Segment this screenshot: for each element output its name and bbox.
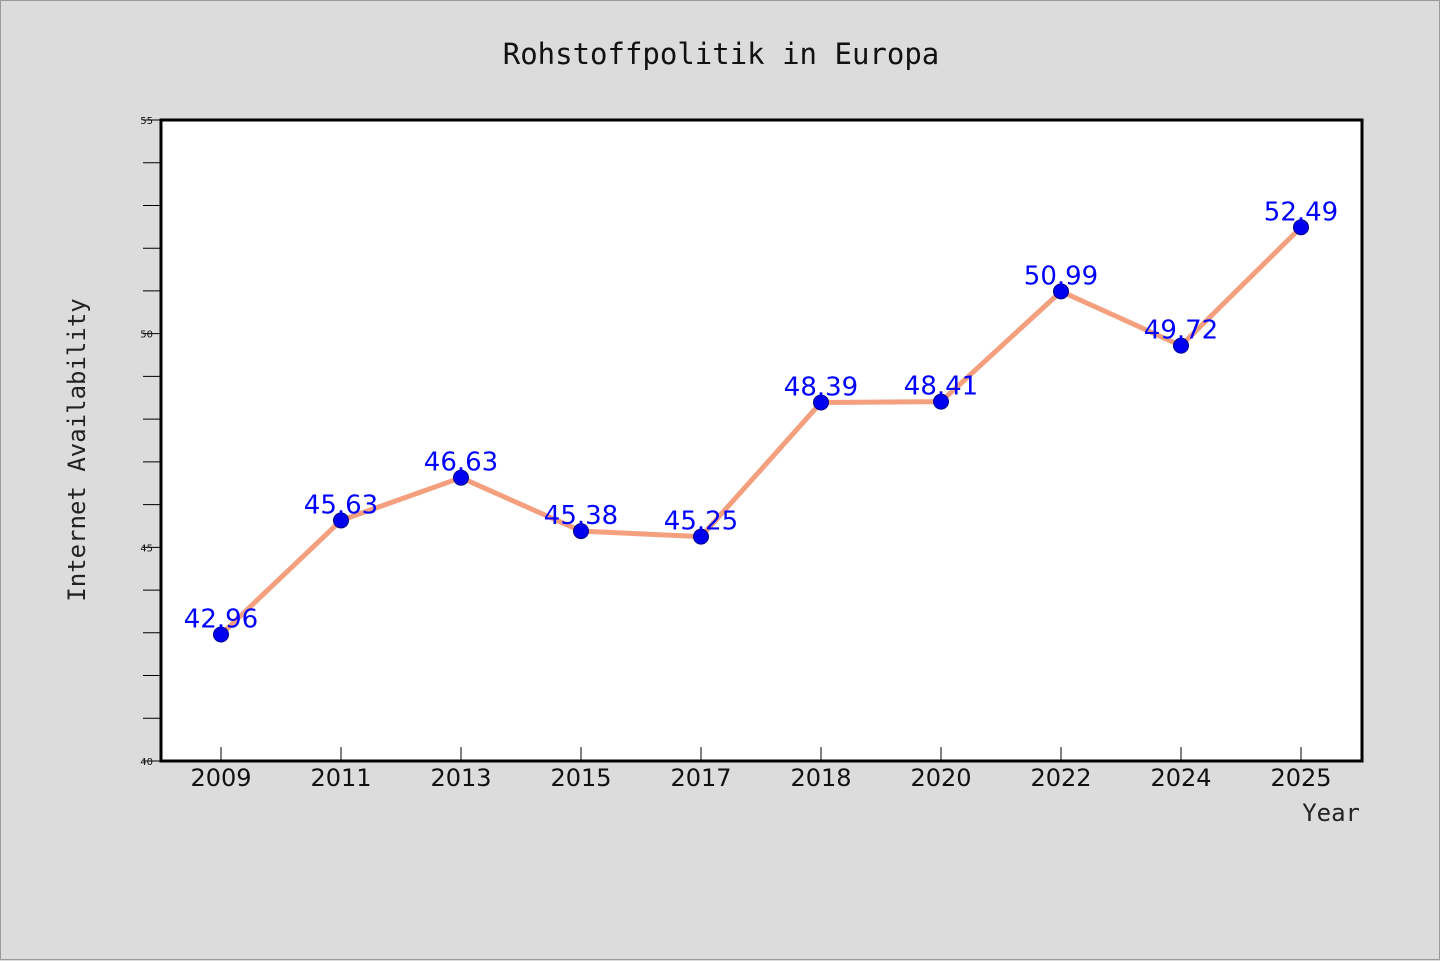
y-tick-label: 40 — [140, 757, 153, 768]
y-axis: 40 45 50 55 — [140, 116, 160, 768]
series-marker-group — [213, 219, 1309, 643]
data-point-marker — [453, 469, 469, 486]
series-line-group — [218, 224, 1304, 638]
data-point-marker — [1173, 337, 1189, 354]
data-point-marker — [813, 394, 829, 411]
y-tick-label: 45 — [140, 543, 153, 554]
data-point-marker — [333, 512, 349, 529]
data-label: 49.72 — [1144, 316, 1218, 346]
data-label: 45.25 — [664, 507, 738, 537]
data-point-marker — [693, 528, 709, 545]
data-point-marker — [1053, 283, 1069, 300]
x-tick-label: 2015 — [550, 764, 611, 792]
x-tick-label: 2018 — [790, 764, 851, 792]
x-tick-label: 2009 — [190, 764, 251, 792]
data-label: 46.63 — [424, 448, 498, 478]
data-point-marker — [213, 626, 229, 643]
y-tick-label: 55 — [140, 116, 153, 127]
x-tick-label: 2020 — [910, 764, 971, 792]
x-tick-label: 2024 — [1150, 764, 1211, 792]
x-tick-label: 2013 — [430, 764, 491, 792]
x-axis-label: Year — [1302, 799, 1360, 827]
x-tick-label: 2022 — [1030, 764, 1091, 792]
y-axis-label: Internet Availability — [63, 298, 91, 601]
data-label: 45.63 — [304, 490, 378, 520]
data-label: 48.39 — [784, 372, 858, 402]
data-point-marker — [573, 523, 589, 540]
data-label-group: 42.96 45.63 46.63 45.38 45.25 48.39 48.41 50.99… — [184, 197, 1338, 634]
x-tick-label: 2017 — [670, 764, 731, 792]
x-tick-label: 2011 — [310, 764, 371, 792]
plot-area — [159, 118, 1364, 763]
x-tick-label: 2025 — [1270, 764, 1331, 792]
data-label: 50.99 — [1024, 261, 1098, 291]
data-label: 42.96 — [184, 605, 258, 635]
data-label: 48.41 — [904, 372, 978, 402]
data-label: 45.38 — [544, 501, 618, 531]
y-tick-label: 50 — [140, 330, 153, 341]
data-point-marker — [1293, 219, 1309, 236]
data-label: 52.49 — [1264, 197, 1338, 227]
series-line — [218, 224, 1304, 638]
x-axis: 2009 2011 2013 2015 2017 2018 2020 2022 2024 2025 — [190, 747, 1332, 792]
data-point-marker — [933, 393, 949, 410]
chart-title: Rohstoffpolitik in Europa — [503, 37, 940, 71]
